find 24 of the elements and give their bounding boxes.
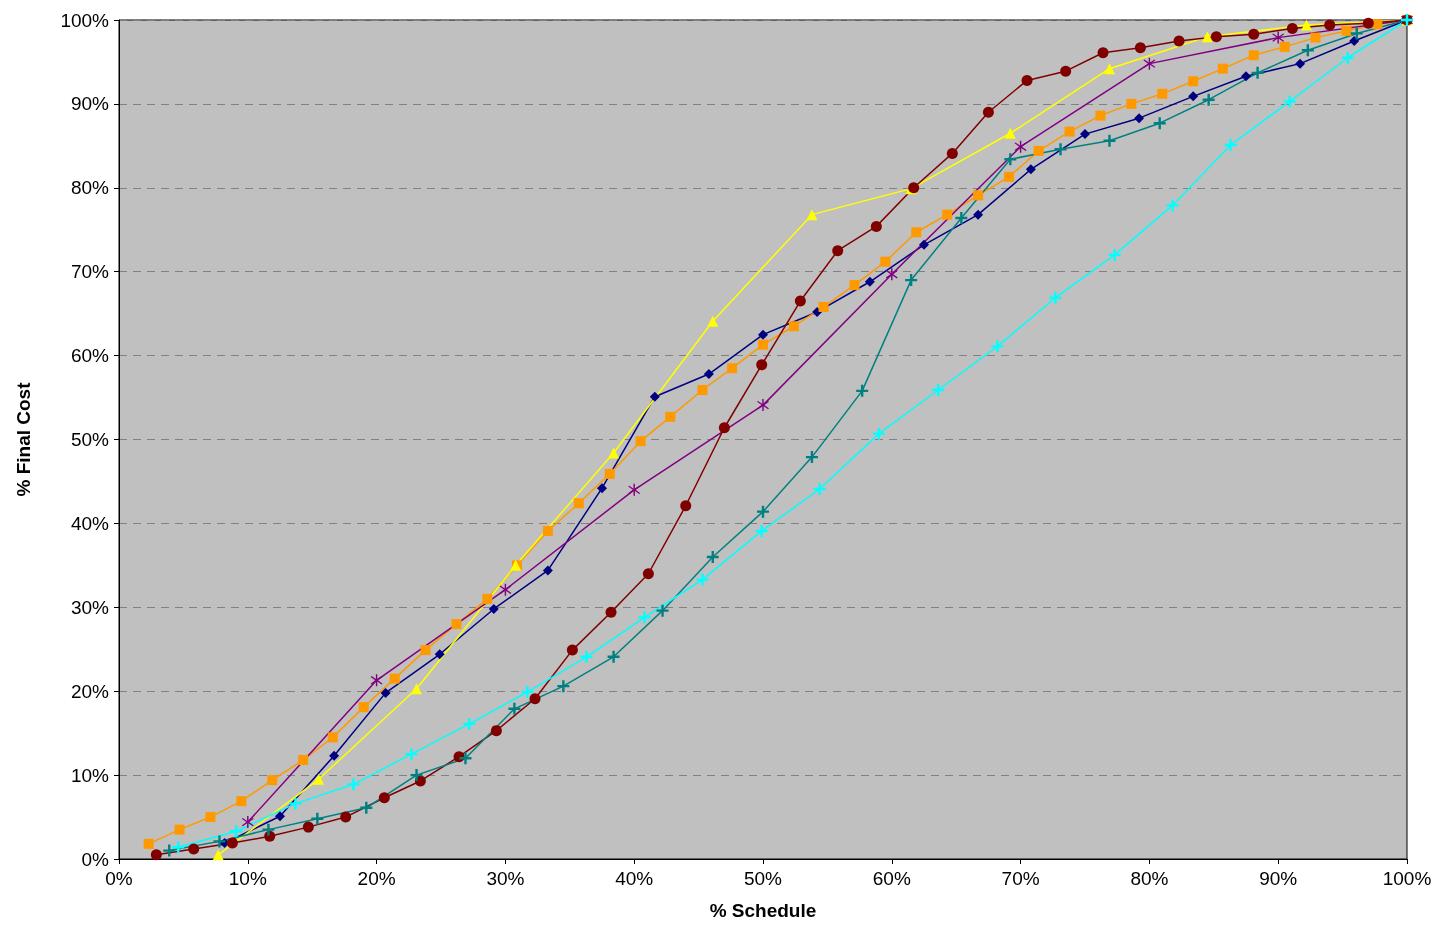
- x-tick-label: 60%: [872, 868, 911, 889]
- x-tick-label: 40%: [615, 868, 654, 889]
- x-tick-label: 30%: [486, 868, 525, 889]
- x-tick-label: 100%: [1382, 868, 1432, 889]
- y-tick-label: 60%: [70, 345, 110, 367]
- y-tick-label: 80%: [70, 177, 110, 199]
- x-tick-label: 70%: [1001, 868, 1040, 889]
- x-tick-label: 10%: [228, 868, 267, 889]
- y-tick-label: 90%: [70, 93, 110, 115]
- y-tick-label: 20%: [70, 680, 110, 702]
- y-tick-label: 0%: [81, 848, 110, 870]
- x-tick-label: 90%: [1259, 868, 1298, 889]
- y-tick-label: 40%: [70, 512, 110, 534]
- y-tick-label: 10%: [70, 764, 110, 786]
- x-axis-title: % Schedule: [709, 900, 817, 921]
- y-tick-label: 100%: [60, 9, 110, 31]
- x-tick-label: 80%: [1130, 868, 1169, 889]
- x-tick-label: 20%: [357, 868, 396, 889]
- y-axis-title: % Final Cost: [13, 381, 34, 497]
- x-tick-label: 50%: [743, 868, 783, 889]
- y-tick-label: 70%: [70, 261, 110, 283]
- y-tick-label: 30%: [70, 596, 110, 618]
- y-tick-label: 50%: [70, 429, 110, 450]
- x-tick-label: 0%: [105, 868, 133, 889]
